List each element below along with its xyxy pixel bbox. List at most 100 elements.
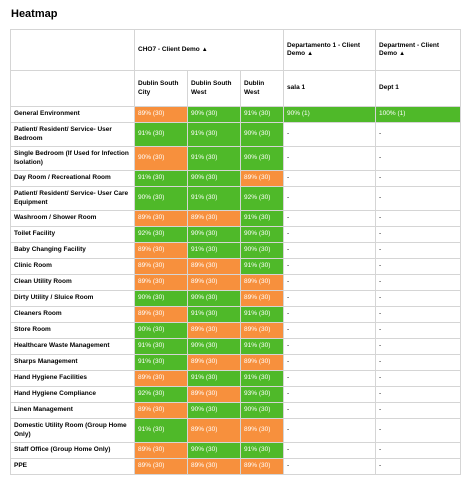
heatmap-cell: 90% (30) (187, 226, 241, 243)
heatmap-cell: 89% (30) (239, 322, 285, 339)
heatmap-cell: - (375, 210, 462, 227)
group-header-row: CHO7 - Client Demo ▲ Departamento 1 - Cli… (10, 29, 462, 71)
heatmap-cell: 91% (30) (134, 418, 188, 443)
group-header-label: Departamento 1 - Client Demo (287, 41, 360, 57)
heatmap-cell: - (283, 122, 377, 147)
heatmap-cell: - (375, 122, 462, 147)
group-header-cho7[interactable]: CHO7 - Client Demo ▲ (133, 29, 285, 71)
row-label: Toilet Facility (10, 226, 135, 243)
heatmap-cell: - (283, 338, 377, 355)
corner-cell (10, 29, 135, 71)
row-label: PPE (10, 458, 135, 475)
table-row: Hand Hygiene Facilities 89% (30) 91% (30) 9… (10, 370, 462, 387)
heatmap-cell: - (375, 338, 462, 355)
heatmap-cell: - (283, 458, 377, 475)
heatmap-cell: 90% (30) (239, 146, 285, 171)
table-row: Sharps Management 91% (30) 89% (30) 89% (30… (10, 354, 462, 371)
group-header-label: Department - Client Demo (379, 41, 439, 57)
row-label: Day Room / Recreational Room (10, 170, 135, 187)
heatmap-cell: 89% (30) (134, 274, 188, 291)
table-row: Hand Hygiene Compliance 92% (30) 89% (30) 9… (10, 386, 462, 403)
heatmap-cell: - (283, 290, 377, 307)
heatmap-cell: 89% (30) (239, 418, 285, 443)
heatmap-cell: 91% (30) (187, 122, 241, 147)
heatmap-cell: - (375, 242, 462, 259)
row-label: Hand Hygiene Facilities (10, 370, 135, 387)
row-label: Staff Office (Group Home Only) (10, 442, 135, 459)
heatmap-cell: - (375, 226, 462, 243)
table-row: PPE 89% (30) 89% (30) 89% (30) - - (10, 458, 462, 475)
column-header-dublin-south-west: Dublin South West (187, 70, 241, 107)
row-label: Patient/ Resident/ Service- User Bedroom (10, 122, 135, 147)
heatmap-cell: - (375, 258, 462, 275)
heatmap-body: General Environment 89% (30) 90% (30) 91% (… (10, 106, 462, 475)
heatmap-cell: 90% (30) (239, 122, 285, 147)
heatmap-cell: - (283, 402, 377, 419)
table-row: Domestic Utility Room (Group Home Only) 9… (10, 418, 462, 443)
caret-up-icon[interactable]: ▲ (201, 46, 208, 53)
heatmap-cell: 90% (30) (187, 402, 241, 419)
row-label: Dirty Utility / Sluice Room (10, 290, 135, 307)
heatmap-cell: 89% (30) (187, 258, 241, 275)
heatmap-cell: 89% (30) (134, 402, 188, 419)
column-header-dublin-west: Dublin West (239, 70, 285, 107)
heatmap-cell: 90% (30) (187, 106, 241, 123)
heatmap-cell: - (283, 226, 377, 243)
heatmap-cell: 89% (30) (239, 354, 285, 371)
heatmap-cell: 91% (30) (187, 146, 241, 171)
heatmap-cell: 91% (30) (239, 338, 285, 355)
table-row: General Environment 89% (30) 90% (30) 91% (… (10, 106, 462, 123)
heatmap-cell: - (283, 170, 377, 187)
heatmap-cell: 89% (30) (134, 210, 188, 227)
table-row: Store Room 90% (30) 89% (30) 89% (30) - - (10, 322, 462, 339)
heatmap-cell: - (375, 306, 462, 323)
row-label: Store Room (10, 322, 135, 339)
heatmap-cell: - (283, 210, 377, 227)
heatmap-cell: 90% (30) (239, 402, 285, 419)
heatmap-cell: 89% (30) (239, 274, 285, 291)
heatmap-cell: - (283, 354, 377, 371)
heatmap-cell: 91% (30) (134, 338, 188, 355)
group-header-departamento-1[interactable]: Departamento 1 - Client Demo ▲ (283, 29, 377, 71)
heatmap-cell: - (375, 402, 462, 419)
column-header-sala-1: sala 1 (283, 70, 377, 107)
heatmap-cell: 89% (30) (239, 290, 285, 307)
caret-up-icon[interactable]: ▲ (399, 50, 406, 57)
row-label: Domestic Utility Room (Group Home Only) (10, 418, 135, 443)
column-header-dept-1: Dept 1 (375, 70, 462, 107)
heatmap-cell: 89% (30) (239, 170, 285, 187)
heatmap-cell: 89% (30) (134, 306, 188, 323)
heatmap-cell: - (283, 186, 377, 211)
table-row: Patient/ Resident/ Service- User Bedroom… (10, 122, 462, 147)
row-label: Washroom / Shower Room (10, 210, 135, 227)
table-row: Single Bedroom (If Used for Infection Is… (10, 146, 462, 171)
heatmap-cell: 90% (30) (187, 170, 241, 187)
row-label: Sharps Management (10, 354, 135, 371)
heatmap-cell: - (283, 258, 377, 275)
table-row: Patient/ Resident/ Service- User Care Eq… (10, 186, 462, 211)
heatmap-cell: 91% (30) (187, 242, 241, 259)
heatmap-cell: 89% (30) (134, 106, 188, 123)
heatmap-cell: - (375, 146, 462, 171)
heatmap-cell: - (375, 170, 462, 187)
heatmap-cell: - (375, 186, 462, 211)
heatmap-cell: - (375, 418, 462, 443)
table-row: Day Room / Recreational Room 91% (30) 90% … (10, 170, 462, 187)
heatmap-cell: 89% (30) (134, 458, 188, 475)
heatmap-cell: - (283, 242, 377, 259)
row-label: Cleaners Room (10, 306, 135, 323)
row-label: Clean Utility Room (10, 274, 135, 291)
group-header-label: CHO7 - Client Demo (138, 45, 200, 53)
heatmap-cell: 91% (30) (239, 370, 285, 387)
row-label: Linen Management (10, 402, 135, 419)
heatmap-cell: 90% (30) (134, 322, 188, 339)
group-header-department[interactable]: Department - Client Demo ▲ (375, 29, 462, 71)
heatmap-cell: 90% (30) (187, 442, 241, 459)
heatmap-table: CHO7 - Client Demo ▲ Departamento 1 - Cli… (10, 29, 462, 475)
heatmap-cell: 92% (30) (134, 226, 188, 243)
table-row: Cleaners Room 89% (30) 91% (30) 91% (30) - - (10, 306, 462, 323)
heatmap-cell: - (283, 442, 377, 459)
caret-up-icon[interactable]: ▲ (307, 50, 314, 57)
heatmap-cell: 89% (30) (134, 242, 188, 259)
table-row: Toilet Facility 92% (30) 90% (30) 90% (30) -… (10, 226, 462, 243)
